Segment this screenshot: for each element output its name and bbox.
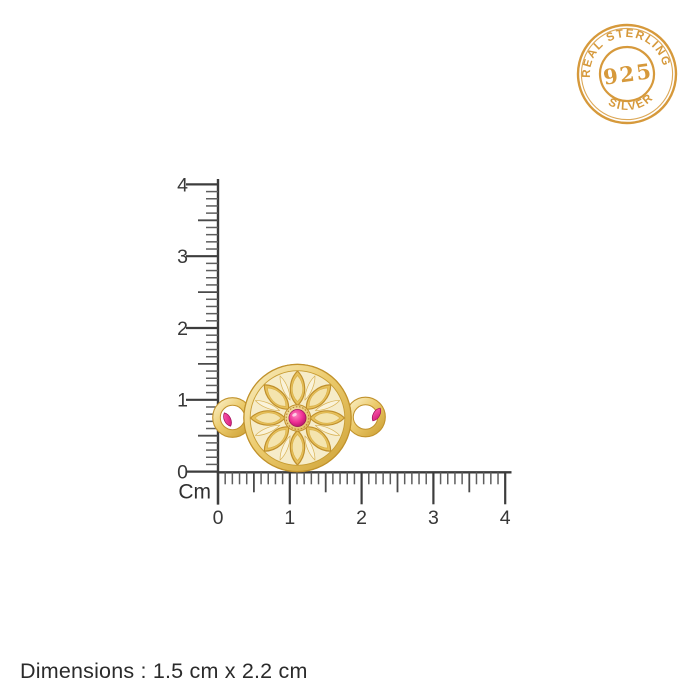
pendant [212,363,386,473]
hruler-label-4: 4 [500,507,511,529]
vruler-label-1: 1 [177,390,188,412]
badge-center-text: 925 [602,58,655,90]
badge-bottom-text: SILVER [605,90,657,116]
horizontal-ruler-labels: 0 1 2 3 4 [213,507,511,529]
vruler-label-0: 0 [177,462,188,484]
flower-petals [249,370,346,466]
hruler-label-2: 2 [356,507,367,529]
ruler-ticks [186,179,512,505]
hruler-label-1: 1 [284,507,295,529]
vruler-label-4: 4 [177,174,188,196]
right-loop-gem [371,407,382,422]
badge-outer-ring [576,23,678,125]
ruler-unit-label: Cm [178,481,211,504]
vruler-label-3: 3 [177,246,188,268]
flower-medallion [243,363,352,473]
vertical-ruler-labels: 0 1 2 3 4 [177,174,188,483]
left-loop-gem [223,412,232,427]
center-gem [283,404,312,432]
hruler-label-3: 3 [428,507,439,529]
sterling-silver-badge: REAL STERLING SILVER 925 [575,22,678,125]
dimensions-text: Dimensions : 1.5 cm x 2.2 cm [20,659,308,683]
petal-cutouts [254,375,341,461]
badge-center-ring [598,45,656,103]
medallion-rim [243,364,352,472]
hruler-label-0: 0 [213,507,224,529]
vruler-label-2: 2 [177,318,188,340]
badge-outer-ring-inner-line [580,27,674,121]
